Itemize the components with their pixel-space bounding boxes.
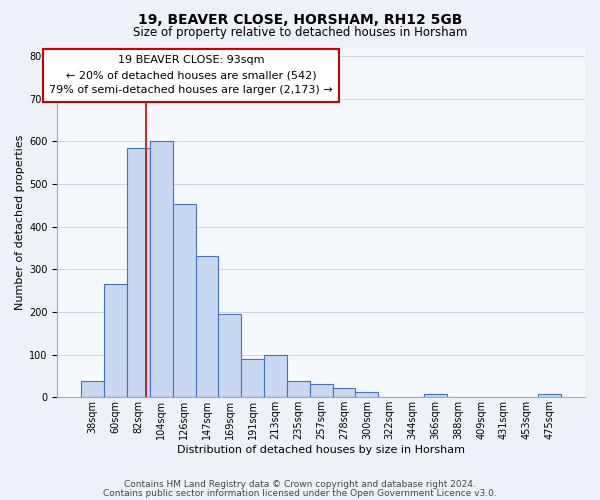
Bar (82, 381, 104, 397)
Y-axis label: Number of detached properties: Number of detached properties (15, 134, 25, 310)
Bar (287, 381, 310, 397)
Bar (150, 142, 173, 397)
Text: 19 BEAVER CLOSE: 93sqm
← 20% of detached houses are smaller (542)
79% of semi-de: 19 BEAVER CLOSE: 93sqm ← 20% of detached… (49, 56, 333, 95)
Text: 19, BEAVER CLOSE, HORSHAM, RH12 5GB: 19, BEAVER CLOSE, HORSHAM, RH12 5GB (138, 12, 462, 26)
Text: Size of property relative to detached houses in Horsham: Size of property relative to detached ho… (133, 26, 467, 39)
Bar (310, 384, 332, 397)
Bar (332, 388, 355, 397)
Bar (218, 314, 241, 397)
Text: Contains HM Land Registry data © Crown copyright and database right 2024.: Contains HM Land Registry data © Crown c… (124, 480, 476, 489)
Bar (241, 359, 264, 397)
Bar (355, 392, 378, 397)
Bar (196, 256, 218, 397)
Text: Contains public sector information licensed under the Open Government Licence v3: Contains public sector information licen… (103, 488, 497, 498)
Bar (104, 284, 127, 397)
Bar (538, 394, 561, 397)
Bar (173, 204, 196, 397)
Bar (264, 354, 287, 397)
Bar (127, 148, 150, 397)
Bar (424, 394, 447, 397)
X-axis label: Distribution of detached houses by size in Horsham: Distribution of detached houses by size … (177, 445, 465, 455)
